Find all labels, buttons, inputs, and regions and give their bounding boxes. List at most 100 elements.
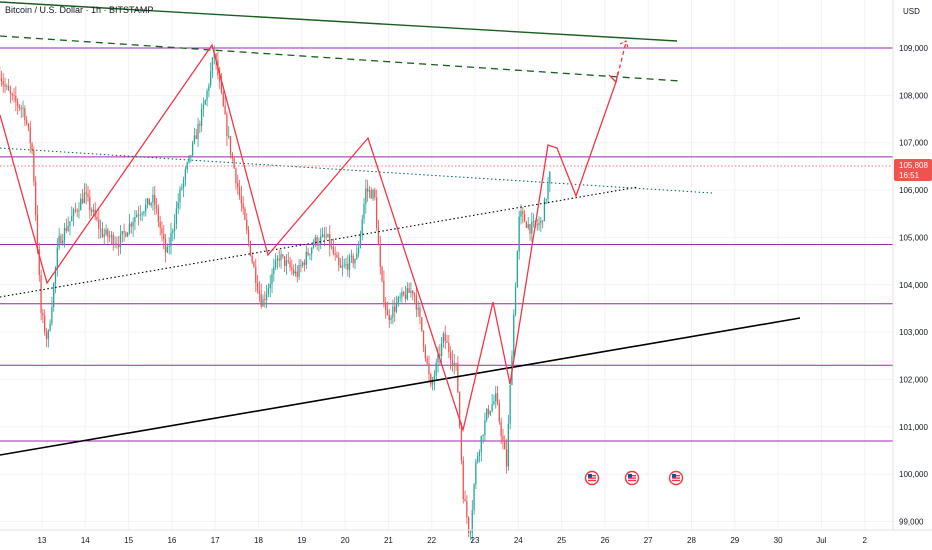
- candle: [33, 146, 35, 187]
- candle: [397, 295, 399, 307]
- candle: [361, 214, 363, 241]
- us-flag-icon[interactable]: [584, 470, 600, 486]
- us-flag-icon[interactable]: [668, 470, 684, 486]
- candle: [262, 294, 264, 307]
- candle: [403, 290, 405, 297]
- candle: [145, 198, 147, 217]
- candle: [478, 449, 481, 463]
- candle: [25, 115, 28, 126]
- candle: [71, 206, 73, 222]
- candle: [276, 255, 279, 270]
- candle: [4, 77, 6, 94]
- candle: [58, 227, 60, 251]
- candle: [451, 350, 454, 372]
- candle: [419, 304, 421, 325]
- candle: [76, 208, 78, 218]
- candle: [40, 269, 42, 321]
- candle: [357, 241, 360, 258]
- candle: [136, 210, 138, 218]
- date-tick-label: 18: [254, 536, 263, 545]
- candle: [339, 257, 342, 269]
- us-flag-icon[interactable]: [624, 470, 640, 486]
- candle: [44, 309, 46, 336]
- date-tick-label: 29: [730, 536, 739, 545]
- candle: [312, 239, 315, 249]
- candles: [0, 45, 551, 543]
- candle: [379, 235, 381, 275]
- candle: [2, 73, 4, 93]
- candle: [341, 255, 343, 277]
- candle: [538, 216, 540, 231]
- candle: [296, 265, 298, 283]
- candle: [161, 221, 163, 242]
- candle: [119, 225, 122, 255]
- candle: [80, 193, 82, 211]
- countdown-timer: 16:51: [899, 171, 920, 180]
- candle: [531, 212, 533, 243]
- candle: [231, 152, 233, 162]
- candle: [336, 251, 338, 258]
- candle: [431, 376, 434, 391]
- candle: [374, 187, 376, 201]
- candle: [424, 344, 426, 362]
- price-axis[interactable]: 98,00099,000100,000101,000102,000103,000…: [899, 44, 928, 550]
- candle: [325, 226, 327, 240]
- candle: [292, 264, 295, 277]
- candle: [495, 386, 497, 409]
- candle: [172, 228, 174, 242]
- date-tick-label: 17: [211, 536, 220, 545]
- candle: [69, 221, 71, 236]
- candle: [87, 186, 89, 202]
- candle: [469, 530, 472, 541]
- candle: [300, 259, 302, 273]
- candle: [309, 253, 311, 261]
- candle: [163, 224, 165, 250]
- time-axis[interactable]: 13 14 15 16 17 18 19 20 21 22 23 24 25 26 27 28 29 30 Jul 2: [38, 536, 868, 545]
- candle: [226, 111, 228, 147]
- upper-dashed-trend-line: [0, 35, 681, 82]
- candle: [513, 309, 515, 361]
- candle: [493, 394, 495, 406]
- candle: [235, 167, 237, 190]
- date-tick-label: 16: [167, 536, 176, 545]
- candle: [437, 346, 439, 373]
- candle: [345, 258, 347, 270]
- candle: [13, 87, 15, 103]
- trend-lines: [0, 1, 801, 456]
- candle: [190, 155, 192, 163]
- candle: [532, 213, 535, 228]
- event-markers: [584, 470, 684, 486]
- candle: [460, 422, 463, 465]
- candle: [29, 120, 31, 154]
- current-price-value: 105,808: [899, 161, 928, 170]
- candle: [529, 223, 531, 241]
- candle: [96, 212, 98, 222]
- date-tick-label: 26: [600, 536, 609, 545]
- candle: [164, 233, 167, 263]
- price-tick-label: 100,000: [899, 470, 928, 479]
- candle: [99, 219, 102, 239]
- price-tick-label: 109,000: [899, 44, 928, 53]
- candle: [516, 250, 518, 288]
- candle: [240, 185, 242, 212]
- candle: [298, 259, 300, 281]
- candle: [370, 187, 372, 199]
- candle: [208, 83, 210, 98]
- candle: [200, 103, 203, 132]
- candle: [330, 240, 333, 250]
- candle: [410, 282, 412, 298]
- candle: [314, 234, 316, 248]
- candle: [287, 251, 289, 264]
- candle: [359, 230, 362, 249]
- candle: [274, 253, 277, 271]
- candle: [356, 244, 358, 260]
- candle: [363, 198, 365, 224]
- candle: [121, 230, 123, 243]
- candle: [155, 198, 158, 215]
- upper-trend-line: [0, 1, 678, 42]
- candle: [15, 86, 17, 112]
- currency-label[interactable]: USD: [903, 7, 920, 16]
- candle: [473, 482, 475, 515]
- date-tick-label: 20: [341, 536, 350, 545]
